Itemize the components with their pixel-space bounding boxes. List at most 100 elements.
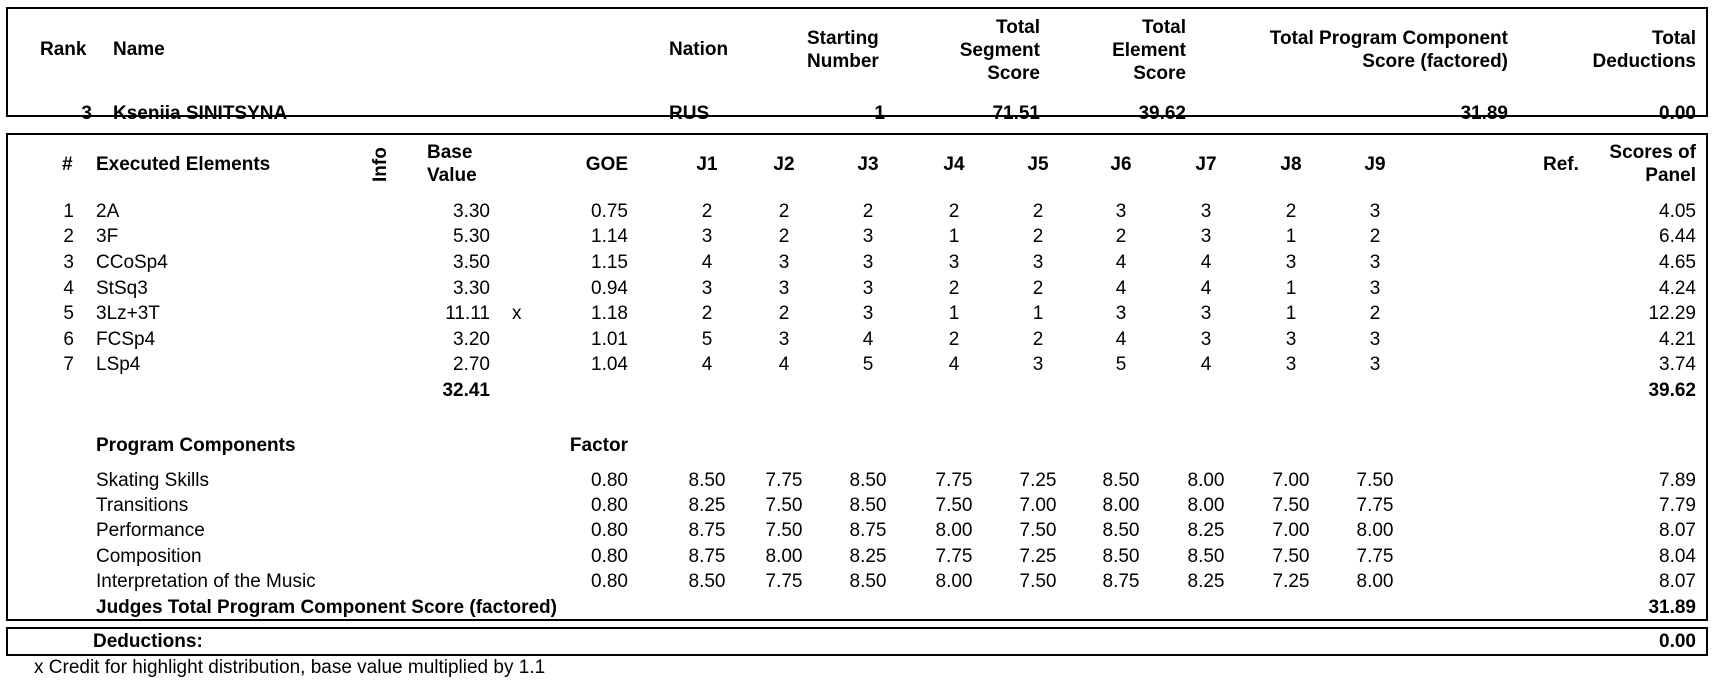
component-factor: 0.80 xyxy=(591,470,628,491)
element-judge-score: 2 xyxy=(862,201,874,222)
judge-header-1: J1 xyxy=(696,154,718,175)
element-base-value: 3.30 xyxy=(453,201,490,222)
component-judge-score: 7.50 xyxy=(1019,520,1057,541)
element-base-value: 11.11 xyxy=(445,303,490,324)
deductions-value: 0.00 xyxy=(1659,631,1696,652)
component-panel-score: 8.07 xyxy=(1659,520,1696,541)
component-judge-score: 8.50 xyxy=(849,571,887,592)
component-judge-score: 8.25 xyxy=(1187,520,1225,541)
component-name: Performance xyxy=(96,520,205,541)
base-value-header: Base Value xyxy=(427,142,477,186)
element-judge-score: 2 xyxy=(778,226,790,247)
ref-header: Ref. xyxy=(1543,154,1579,175)
judge-header-6: J6 xyxy=(1110,154,1132,175)
element-code: 3Lz+3T xyxy=(96,303,160,324)
skater-starting-number: 1 xyxy=(874,103,885,124)
element-number: 3 xyxy=(63,252,74,273)
judge-header-2: J2 xyxy=(773,154,795,175)
element-judge-score: 3 xyxy=(948,252,960,273)
judges-total-pcs-label: Judges Total Program Component Score (fa… xyxy=(96,597,557,618)
rank-header: Rank xyxy=(40,39,87,60)
element-judge-score: 4 xyxy=(778,354,790,375)
total-element-score-header: Total Element Score xyxy=(1112,17,1186,84)
skater-total-segment-score: 71.51 xyxy=(992,103,1040,124)
program-components-title: Program Components xyxy=(96,435,296,456)
element-code: 3F xyxy=(96,226,119,247)
element-judge-score: 5 xyxy=(701,329,713,350)
element-judge-score: 4 xyxy=(948,354,960,375)
element-panel-score: 4.65 xyxy=(1659,252,1696,273)
element-judge-score: 3 xyxy=(1200,329,1212,350)
skater-name: Kseniia SINITSYNA xyxy=(113,103,288,124)
element-base-value: 3.20 xyxy=(453,329,490,350)
component-judge-score: 8.25 xyxy=(688,495,726,516)
component-panel-score: 7.79 xyxy=(1659,495,1696,516)
component-judge-score: 8.50 xyxy=(1102,520,1140,541)
element-judge-score: 2 xyxy=(1115,226,1127,247)
component-judge-score: 8.00 xyxy=(765,546,803,567)
element-judge-score: 3 xyxy=(1369,278,1381,299)
element-judge-score: 3 xyxy=(701,278,713,299)
element-judge-score: 3 xyxy=(1285,329,1297,350)
component-judge-score: 8.00 xyxy=(1187,470,1225,491)
element-code: FCSp4 xyxy=(96,329,156,350)
element-judge-score: 3 xyxy=(862,278,874,299)
element-judge-score: 2 xyxy=(701,303,713,324)
component-judge-score: 8.50 xyxy=(1102,470,1140,491)
component-judge-score: 7.75 xyxy=(1356,495,1394,516)
executed-elements-header: Executed Elements xyxy=(96,154,271,175)
element-judge-score: 4 xyxy=(1200,354,1212,375)
element-number-header: # xyxy=(62,154,73,175)
element-panel-score: 4.21 xyxy=(1659,329,1696,350)
component-factor: 0.80 xyxy=(591,495,628,516)
element-judge-score: 3 xyxy=(1369,252,1381,273)
info-header: Info xyxy=(370,147,391,182)
total-pcs-header: Total Program Component Score (factored) xyxy=(1269,28,1508,72)
component-panel-score: 7.89 xyxy=(1659,470,1696,491)
element-panel-score: 4.24 xyxy=(1659,278,1696,299)
component-name: Composition xyxy=(96,546,202,567)
component-judge-score: 7.50 xyxy=(1272,546,1310,567)
element-judge-score: 3 xyxy=(1115,201,1127,222)
element-number: 5 xyxy=(63,303,74,324)
element-judge-score: 2 xyxy=(778,303,790,324)
element-info: x xyxy=(512,303,522,324)
factor-header: Factor xyxy=(569,435,628,456)
component-judge-score: 8.75 xyxy=(1102,571,1140,592)
element-code: LSp4 xyxy=(96,354,141,375)
element-judge-score: 3 xyxy=(1200,201,1212,222)
component-judge-score: 7.25 xyxy=(1272,571,1310,592)
starting-number-header: Starting Number xyxy=(807,28,879,72)
component-judge-score: 8.00 xyxy=(1102,495,1140,516)
component-panel-score: 8.07 xyxy=(1659,571,1696,592)
deductions-panel xyxy=(6,627,1708,656)
nation-header: Nation xyxy=(669,39,729,60)
component-judge-score: 7.75 xyxy=(765,571,803,592)
component-judge-score: 7.50 xyxy=(765,520,803,541)
element-judge-score: 2 xyxy=(1285,201,1297,222)
element-judge-score: 4 xyxy=(701,252,713,273)
component-judge-score: 7.50 xyxy=(765,495,803,516)
element-judge-score: 3 xyxy=(1115,303,1127,324)
component-judge-score: 8.00 xyxy=(935,571,973,592)
element-judge-score: 3 xyxy=(701,226,713,247)
element-judge-score: 2 xyxy=(1032,329,1044,350)
element-judge-score: 2 xyxy=(1369,226,1381,247)
element-judge-score: 2 xyxy=(948,201,960,222)
element-number: 2 xyxy=(63,226,74,247)
element-panel-score: 4.05 xyxy=(1659,201,1696,222)
skater-nation: RUS xyxy=(669,103,710,124)
header-panel xyxy=(6,7,1708,117)
judge-header-3: J3 xyxy=(857,154,879,175)
element-judge-score: 2 xyxy=(948,329,960,350)
component-name: Interpretation of the Music xyxy=(96,571,316,592)
judges-total-pcs-value: 31.89 xyxy=(1648,597,1696,618)
element-judge-score: 4 xyxy=(1115,278,1127,299)
element-goe: 1.04 xyxy=(591,354,628,375)
element-judge-score: 3 xyxy=(778,329,790,350)
component-judge-score: 8.75 xyxy=(688,520,726,541)
element-judge-score: 2 xyxy=(948,278,960,299)
element-judge-score: 3 xyxy=(862,303,874,324)
skater-total-pcs: 31.89 xyxy=(1460,103,1508,124)
component-judge-score: 7.00 xyxy=(1272,520,1310,541)
